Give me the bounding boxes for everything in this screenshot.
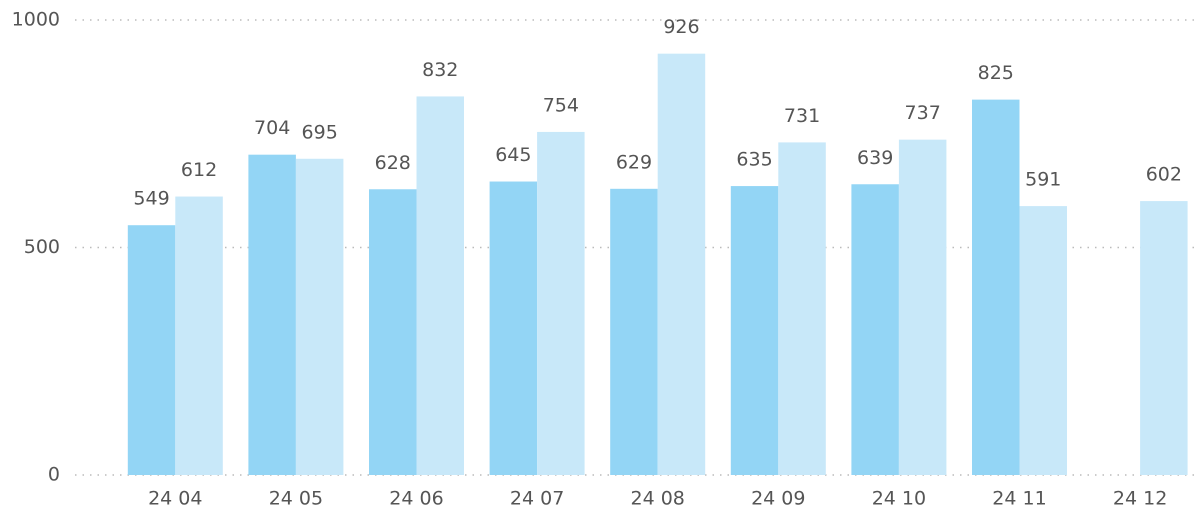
value-label: 612 xyxy=(181,159,217,181)
value-label: 825 xyxy=(978,62,1014,84)
bar xyxy=(610,188,658,475)
bar xyxy=(537,131,585,475)
bar xyxy=(369,189,417,475)
bar xyxy=(730,186,779,475)
value-label: 832 xyxy=(422,59,458,81)
bar xyxy=(248,154,296,475)
value-label: 639 xyxy=(857,147,893,169)
bar xyxy=(489,181,538,475)
bar xyxy=(972,99,1020,475)
value-label: 645 xyxy=(495,144,531,166)
value-label: 591 xyxy=(1025,169,1061,191)
x-tick-label: 24 09 xyxy=(751,488,805,510)
bar xyxy=(851,184,899,475)
y-tick-label: 500 xyxy=(24,236,60,258)
bar xyxy=(127,225,176,475)
value-label: 737 xyxy=(905,102,941,124)
x-tick-label: 24 05 xyxy=(269,488,323,510)
value-label: 629 xyxy=(616,151,652,173)
value-label: 635 xyxy=(736,149,772,171)
bar xyxy=(778,142,826,475)
bar xyxy=(416,96,464,475)
y-tick-label: 1000 xyxy=(12,9,60,31)
x-tick-label: 24 08 xyxy=(630,488,684,510)
bar xyxy=(295,158,344,475)
bar xyxy=(657,53,706,476)
x-tick-label: 24 12 xyxy=(1113,488,1167,510)
value-label: 926 xyxy=(663,16,699,38)
y-tick-label: 0 xyxy=(48,464,60,486)
x-tick-label: 24 06 xyxy=(389,488,443,510)
x-tick-label: 24 11 xyxy=(992,488,1046,510)
x-tick-label: 24 04 xyxy=(148,488,202,510)
bar xyxy=(1140,201,1188,475)
value-label: 695 xyxy=(302,121,338,143)
value-label: 754 xyxy=(543,94,579,116)
x-tick-label: 24 07 xyxy=(510,488,564,510)
value-label: 628 xyxy=(375,152,411,174)
value-label: 704 xyxy=(254,117,290,139)
value-label: 731 xyxy=(784,105,820,127)
bar xyxy=(175,196,223,476)
bar xyxy=(1019,206,1067,475)
x-tick-label: 24 10 xyxy=(872,488,926,510)
value-label: 602 xyxy=(1146,164,1182,186)
value-label: 549 xyxy=(133,188,169,210)
bar xyxy=(898,139,947,476)
